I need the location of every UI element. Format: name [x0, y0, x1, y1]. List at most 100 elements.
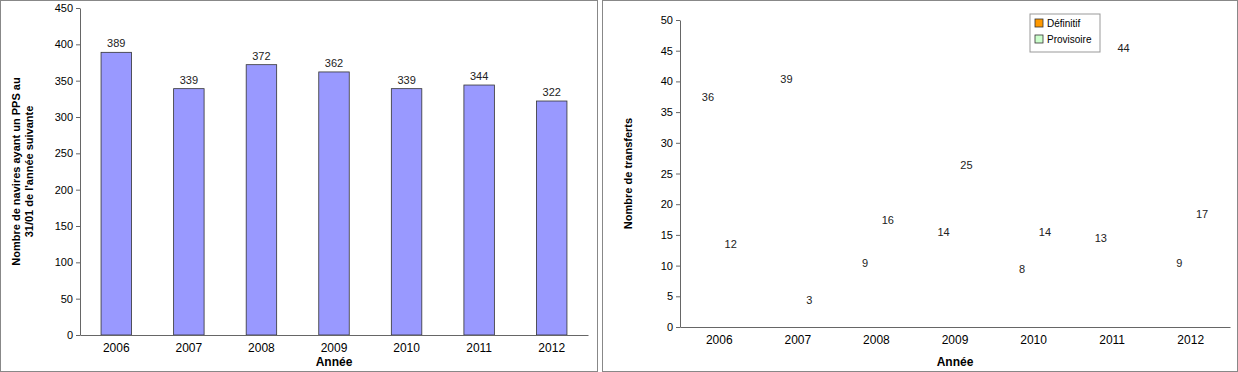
tick: 2012: [1177, 333, 1204, 347]
tick: 35: [661, 106, 680, 118]
tick-label: 450: [55, 2, 73, 14]
legend-box: [1030, 14, 1100, 52]
data-label: 17: [1196, 208, 1208, 220]
y-axis-title: Nombre de navires ayant un PPS au31/01 d…: [10, 77, 35, 265]
tick: 2009: [942, 333, 969, 347]
axis-line: [680, 21, 681, 328]
tick-label: 0: [667, 321, 673, 333]
tick-mark: [76, 262, 80, 263]
data-label: 39: [780, 73, 792, 85]
tick: 2010: [393, 341, 420, 355]
tick-label: 10: [661, 260, 673, 272]
tick: 450: [55, 2, 80, 14]
x-axis-title: Année: [316, 355, 353, 369]
bar: [101, 52, 131, 335]
tick-mark: [676, 235, 680, 236]
bar: [319, 72, 349, 335]
tick-mark: [676, 266, 680, 267]
data-label: 12: [725, 238, 737, 250]
tick-label: 2009: [942, 333, 969, 347]
chart: 3893393723623393443220501001502002503003…: [1, 1, 598, 372]
axis-line: [81, 335, 589, 336]
tick-label: 100: [55, 256, 73, 268]
data-label: 339: [397, 74, 415, 86]
tick-label: 2006: [103, 341, 130, 355]
axis-line: [80, 9, 81, 336]
tick-mark: [76, 190, 80, 191]
tick-mark: [676, 20, 680, 21]
tick: 300: [55, 111, 80, 123]
data-label: 372: [252, 50, 270, 62]
tick: 50: [61, 293, 80, 305]
tick-mark: [76, 335, 80, 336]
tick-mark: [76, 117, 80, 118]
tick: 2009: [321, 341, 348, 355]
bars: [101, 52, 567, 335]
tick: 2010: [1020, 333, 1047, 347]
tick: 15: [661, 229, 680, 241]
canvas: 389 339 372 362 339 344 322 0 50 100 150 200 250 300 3…: [0, 0, 1238, 372]
tick-mark: [676, 81, 680, 82]
y-axis: 05101520253035404550: [661, 14, 681, 333]
data-label: 16: [882, 214, 894, 226]
data-label: 389: [107, 37, 125, 49]
tick: 250: [55, 147, 80, 159]
tick-label: 2009: [321, 341, 348, 355]
bar: [536, 101, 566, 335]
tick-mark: [76, 153, 80, 154]
tick: 200: [55, 184, 80, 196]
data-label: 9: [1176, 257, 1182, 269]
tick-label: 2007: [176, 341, 203, 355]
tick-label: 2010: [393, 341, 420, 355]
data-label: 8: [1019, 263, 1025, 275]
legend-swatch: [1035, 35, 1043, 43]
tick-label: 45: [661, 45, 673, 57]
data-label: 322: [543, 86, 561, 98]
tick-label: 2012: [538, 341, 565, 355]
tick-label: 2006: [706, 333, 733, 347]
tick-mark: [676, 174, 680, 175]
tick-mark: [676, 112, 680, 113]
tick: 5: [667, 290, 680, 302]
tick-label: 50: [61, 293, 73, 305]
tick: 2011: [1099, 333, 1125, 347]
tick-mark: [76, 81, 80, 82]
tick-mark: [76, 299, 80, 300]
tick-label: 2011: [1099, 333, 1125, 347]
tick: 40: [661, 75, 680, 87]
data-label: 25: [960, 159, 972, 171]
tick: 2012: [538, 341, 565, 355]
tick: 350: [55, 75, 80, 87]
data-labels: 389 339 372 362 339 344 322: [107, 37, 561, 98]
tick: 25: [661, 168, 680, 180]
tick-label: 300: [55, 111, 73, 123]
tick-mark: [676, 296, 680, 297]
tick-mark: [76, 226, 80, 227]
legend-label: Définitif: [1047, 18, 1081, 29]
tick-label: 2011: [466, 341, 492, 355]
tick-label: 2008: [863, 333, 890, 347]
y-axis: 050100150200250300350400450: [55, 2, 81, 341]
data-label: 339: [180, 74, 198, 86]
chart-frame: [1, 1, 598, 372]
tick: 150: [55, 220, 80, 232]
bar: [464, 85, 494, 335]
x-axis-title: Année: [937, 355, 974, 369]
tick: 2007: [176, 341, 203, 355]
tick-label: 15: [661, 229, 673, 241]
tick-label: 20: [661, 198, 673, 210]
tick-label: 25: [661, 168, 673, 180]
tick: 2006: [706, 333, 733, 347]
tick: 20: [661, 198, 680, 210]
data-label: 344: [470, 70, 488, 82]
legend-label: Provisoire: [1047, 34, 1092, 45]
tick-label: 2007: [785, 333, 812, 347]
tick: 2007: [785, 333, 812, 347]
data-labels: 363991481391231625144417: [702, 42, 1208, 306]
data-label: 362: [325, 57, 343, 69]
bar: [174, 89, 204, 335]
legend: Définitif Provisoire: [1030, 14, 1100, 52]
tick-mark: [676, 204, 680, 205]
tick: 2008: [863, 333, 890, 347]
chart: 3639914813912316251444170510152025303540…: [603, 1, 1238, 372]
